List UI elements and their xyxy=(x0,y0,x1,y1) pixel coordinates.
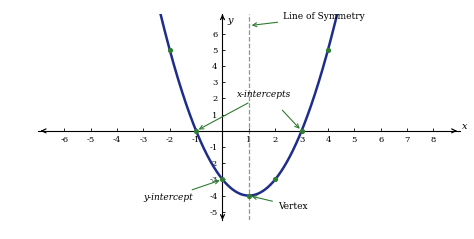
Point xyxy=(324,48,332,52)
Point xyxy=(245,194,253,197)
Text: y-intercept: y-intercept xyxy=(143,180,219,202)
Point xyxy=(272,178,279,181)
Text: Vertex: Vertex xyxy=(253,196,308,211)
Text: y: y xyxy=(228,16,233,25)
Point xyxy=(219,178,226,181)
Text: Line of Symmetry: Line of Symmetry xyxy=(253,12,365,27)
Point xyxy=(192,129,200,133)
Point xyxy=(166,48,173,52)
Text: x: x xyxy=(463,122,468,131)
Point xyxy=(298,129,305,133)
Text: x-intercepts: x-intercepts xyxy=(200,90,291,129)
